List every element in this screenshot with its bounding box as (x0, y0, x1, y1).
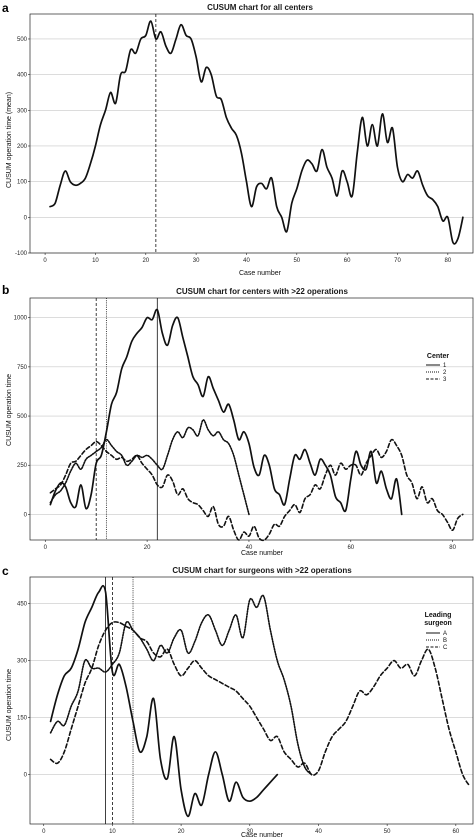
x-axis-label: Case number (241, 832, 284, 839)
y-tick-label: 100 (17, 180, 28, 186)
y-tick-label: 200 (17, 144, 28, 150)
plot-frame (29, 297, 474, 541)
legend-entry: C (443, 645, 448, 651)
x-axis-label: Case number (241, 550, 284, 557)
x-tick-label: 10 (109, 829, 116, 835)
y-tick-label: 0 (24, 512, 28, 518)
panel-b: b CUSUM chart for centers with >22 opera… (2, 283, 474, 557)
x-tick-label: 10 (92, 258, 99, 264)
y-tick-label: 500 (17, 37, 28, 43)
x-tick-label: 0 (44, 545, 48, 551)
x-tick-label: 40 (243, 258, 250, 264)
x-tick-label: 80 (449, 545, 456, 551)
panel-letter: b (2, 283, 9, 297)
chart-title: CUSUM chart for surgeons with >22 operat… (172, 566, 352, 575)
series-line (49, 621, 471, 787)
x-tick-label: 50 (293, 258, 300, 264)
series-line (49, 20, 464, 245)
chart-title: CUSUM chart for centers with >22 operati… (176, 287, 348, 296)
x-tick-label: 0 (42, 829, 46, 835)
panel-c: c CUSUM chart for surgeons with >22 oper… (2, 564, 474, 839)
x-axis-label: Case number (239, 270, 282, 277)
panel-a: a CUSUM chart for all centers Case numbe… (2, 1, 474, 277)
series-line (49, 308, 403, 516)
x-tick-label: 30 (193, 258, 200, 264)
series-line (49, 584, 279, 818)
y-tick-label: 1000 (14, 316, 28, 322)
x-tick-label: 20 (144, 545, 151, 551)
x-tick-label: 60 (347, 545, 354, 551)
y-axis-label: CUSUM operation time (6, 374, 13, 446)
y-tick-label: 500 (17, 414, 28, 420)
y-tick-label: 0 (24, 773, 28, 779)
x-tick-label: 70 (394, 258, 401, 264)
x-tick-label: 50 (384, 829, 391, 835)
legend-entry: 3 (443, 377, 447, 383)
x-tick-label: 20 (142, 258, 149, 264)
legend-title: Center (427, 353, 449, 360)
legend-title: Leading surgeon (424, 612, 452, 627)
panel-letter: c (2, 564, 9, 578)
y-axis-label: CUSUM operation time (6, 669, 13, 741)
legend-entry: B (443, 638, 447, 644)
y-tick-label: 0 (24, 215, 28, 221)
y-tick-label: -100 (15, 251, 28, 257)
series-line (49, 419, 250, 516)
legend-entry: A (443, 631, 447, 637)
x-tick-label: 80 (444, 258, 451, 264)
y-tick-label: 300 (17, 108, 28, 114)
y-tick-label: 300 (17, 659, 28, 665)
panel-letter: a (2, 1, 9, 15)
series-line (49, 594, 313, 776)
legend-entry: 2 (443, 370, 447, 376)
x-tick-label: 60 (452, 829, 459, 835)
y-tick-label: 400 (17, 73, 28, 79)
plot-frame (29, 576, 474, 825)
plot-frame (29, 13, 474, 254)
y-tick-label: 450 (17, 602, 28, 608)
y-tick-label: 150 (17, 716, 28, 722)
x-tick-label: 20 (178, 829, 185, 835)
x-tick-label: 40 (246, 545, 253, 551)
x-tick-label: 40 (315, 829, 322, 835)
x-tick-label: 60 (344, 258, 351, 264)
y-tick-label: 750 (17, 365, 28, 371)
y-axis-label: CUSUM operation time (mean) (6, 92, 13, 188)
x-tick-label: 0 (43, 258, 47, 264)
legend-entry: 1 (443, 363, 447, 369)
chart-title: CUSUM chart for all centers (207, 3, 313, 12)
x-tick-label: 30 (246, 829, 253, 835)
series-line (49, 438, 464, 542)
y-tick-label: 250 (17, 463, 28, 469)
